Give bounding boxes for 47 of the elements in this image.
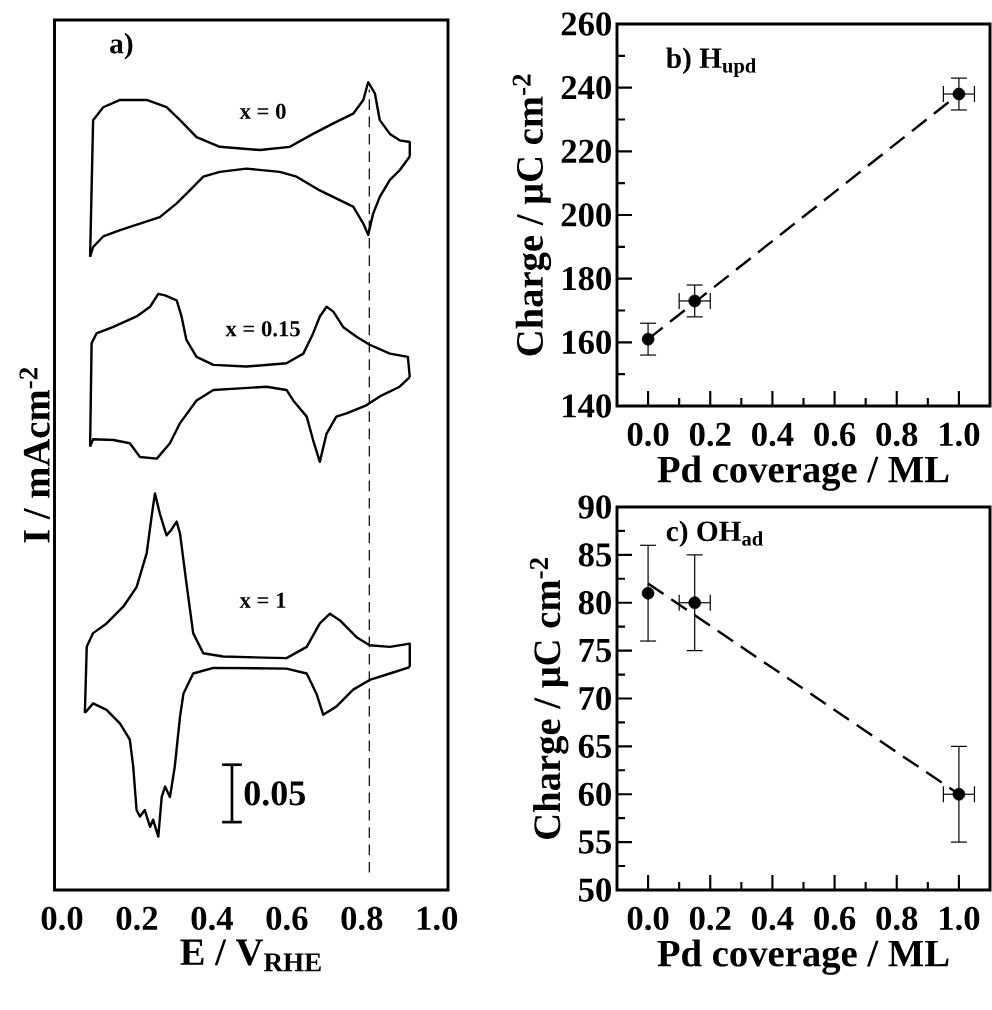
y-tick-label: 60 [578, 782, 611, 806]
x-tick-label: 0.8 [341, 906, 383, 931]
y-tick-label: 55 [579, 830, 612, 854]
y-tick-label: 140 [563, 394, 611, 418]
text: a) [110, 32, 133, 60]
x-axis-title: E / V$_{RHE}$ [180, 939, 321, 972]
x-tick-label: 0.4 [752, 422, 794, 447]
x-tick-label: 0.0 [627, 906, 669, 931]
x-tick-label: 0.2 [689, 422, 731, 447]
x-tick-label: 1.0 [940, 906, 980, 931]
x-axis-title: Pd coverage / ML [657, 455, 949, 491]
y-tick-label: 160 [563, 330, 611, 355]
series-label: x = 0.15 [225, 321, 300, 337]
x-tick-label: 0.2 [116, 906, 158, 931]
x-tick-label: 1.0 [940, 422, 980, 447]
y-tick-label: 65 [578, 734, 612, 759]
y-tick-label: 240 [561, 75, 611, 100]
x-tick-label: 0.6 [814, 422, 856, 447]
y-axis-title: Charge / μC cm$^{-2}$ [512, 74, 552, 356]
annotation: b) H$_{upd}$ [666, 47, 757, 77]
x-tick-label: 0.2 [689, 906, 731, 931]
annotation: 0.05 [244, 781, 305, 806]
y-tick-label: 260 [561, 12, 611, 36]
y-tick-label: 85 [578, 543, 612, 567]
x-tick-label: 0.8 [876, 906, 918, 931]
y-tick-label: 70 [579, 686, 611, 711]
x-tick-label: 0.0 [627, 422, 669, 447]
y-tick-label: 75 [579, 639, 612, 663]
x-tick-label: 0.0 [41, 906, 83, 931]
annotation: c) OH$_{ad}$ [666, 520, 763, 548]
y-tick-label: 50 [579, 878, 611, 902]
series-label: x = 1 [239, 592, 286, 608]
y-tick-label: 80 [578, 591, 611, 615]
y-tick-label: 220 [561, 139, 611, 164]
x-tick-label: 0.4 [752, 906, 794, 931]
y-tick-label: 200 [561, 203, 611, 227]
x-tick-label: 0.4 [191, 906, 233, 931]
series-label: x = 0 [239, 103, 286, 119]
x-axis-title: Pd coverage / ML [657, 939, 949, 975]
x-tick-label: 0.6 [266, 906, 308, 931]
x-tick-label: 1.0 [417, 906, 458, 931]
x-tick-label: 0.8 [876, 422, 918, 447]
y-axis-title: Charge / μC cm$^{-2}$ [529, 558, 569, 839]
y-tick-label: 180 [563, 266, 611, 291]
y-tick-label: 90 [578, 495, 611, 519]
x-tick-label: 0.6 [814, 906, 856, 931]
y-axis-title: I / mAcm$^{-2}$ [19, 367, 50, 543]
